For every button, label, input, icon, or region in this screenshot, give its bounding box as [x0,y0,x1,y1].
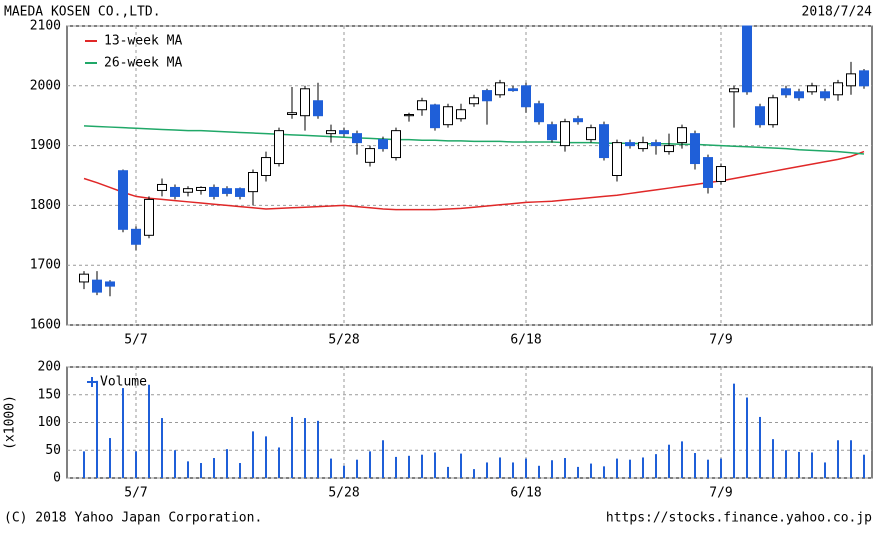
candle-body [352,133,362,144]
y-tick-label: 150 [38,387,61,402]
legend-label: 26-week MA [104,56,182,71]
candle-body [781,88,791,96]
y-tick-label: 50 [45,443,61,458]
candle-body [248,172,258,193]
candle-body [482,90,492,102]
candle-body [521,85,531,108]
y-tick-label: 1900 [30,138,61,153]
candle-body [404,114,414,117]
candle-body [183,188,193,193]
x-tick-label: 5/28 [328,333,359,348]
x-tick-label: 5/7 [124,486,147,501]
candle-body [131,228,141,245]
candle-body [300,88,310,117]
candle-body [742,25,752,93]
candle-body [846,73,856,87]
candle-body [794,91,804,99]
candle-body [638,142,648,150]
candle-body [768,97,778,126]
candle-body [443,106,453,126]
candle-body [469,97,479,105]
candle-body [677,127,687,144]
source-url: https://stocks.finance.yahoo.co.jp [606,511,872,526]
candle-body [820,91,830,99]
candle-body [209,186,219,197]
x-tick-label: 5/28 [328,486,359,501]
x-tick-label: 6/18 [510,486,541,501]
y-tick-label: 200 [38,360,61,375]
candle-body [417,100,427,111]
x-tick-label: 5/7 [124,333,147,348]
candle-body [716,166,726,182]
candle-body [534,103,544,123]
candle-body [833,82,843,96]
candle-body [222,188,232,194]
candle-body [586,127,596,141]
candle-body [105,281,115,287]
candle-body [729,88,739,93]
candle-body [430,104,440,129]
candle-body [690,133,700,165]
y-axis-label: (x1000) [3,395,18,450]
y-tick-label: 1600 [30,318,61,333]
candle-body [508,88,518,92]
candle-body [807,85,817,93]
candle-body [118,170,128,230]
moving-average-line [83,150,865,211]
candle-body [157,183,167,191]
candle-body [703,157,713,188]
candle-body [79,273,89,283]
y-tick-label: 1800 [30,198,61,213]
candle-body [391,130,401,159]
legend-label: Volume [100,375,147,390]
candle-body [326,130,336,135]
y-tick-label: 1700 [30,258,61,273]
candle-body [274,130,284,165]
company-name: MAEDA KOSEN CO.,LTD. [4,5,161,20]
candle-body [144,198,154,236]
candle-body [612,142,622,176]
candle-body [313,100,323,117]
legend-swatch [87,377,97,387]
candle-body [547,124,557,141]
moving-average-line [83,125,865,155]
legend-label: 13-week MA [104,34,182,49]
candle-body [287,112,297,116]
candle-body [378,139,388,150]
x-tick-label: 7/9 [709,333,732,348]
candle-body [573,118,583,123]
candle-body [261,157,271,176]
copyright: (C) 2018 Yahoo Japan Corporation. [4,511,262,526]
y-tick-label: 100 [38,415,61,430]
y-tick-label: 2100 [30,19,61,34]
candle-body [755,106,765,126]
x-tick-label: 6/18 [510,333,541,348]
candle-body [859,70,869,87]
candle-body [664,145,674,153]
candle-body [92,279,102,293]
candle-body [495,82,505,96]
candle-body [599,124,609,159]
candle-body [170,186,180,197]
y-tick-label: 0 [53,471,61,486]
candle-body [235,188,245,197]
candle-body [625,142,635,147]
x-tick-label: 7/9 [709,486,732,501]
candle-body [456,109,466,120]
candle-body [196,186,206,191]
candle-body [651,142,661,147]
candle-body [560,121,570,147]
y-tick-label: 2000 [30,78,61,93]
chart-date: 2018/7/24 [802,5,873,20]
candle-body [339,130,349,135]
candle-body [365,148,375,163]
